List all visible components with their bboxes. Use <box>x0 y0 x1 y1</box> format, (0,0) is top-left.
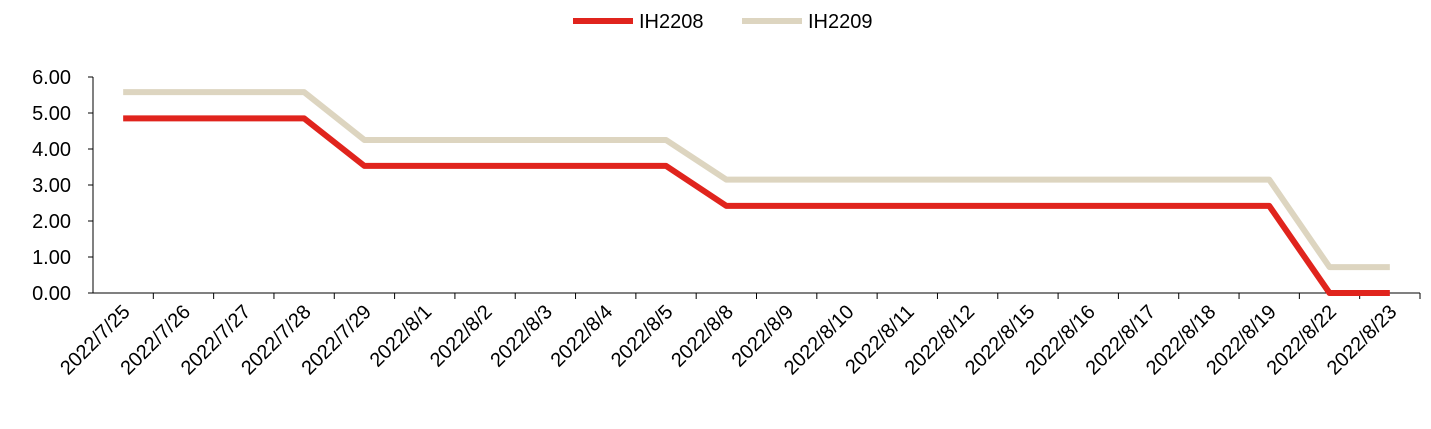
y-tick-label: 2.00 <box>32 211 71 233</box>
line-series <box>123 115 1390 296</box>
legend-label: IH2209 <box>808 11 873 33</box>
y-tick-label: 0.00 <box>32 283 71 305</box>
y-tick-label: 4.00 <box>32 139 71 161</box>
x-tick-label: 2022/8/3 <box>486 301 557 372</box>
x-tick-label: 2022/8/8 <box>667 301 738 372</box>
y-tick-label: 1.00 <box>32 247 71 269</box>
line-series <box>123 89 1390 271</box>
x-tick-label: 2022/8/5 <box>607 301 678 372</box>
x-tick-label: 2022/8/2 <box>426 301 497 372</box>
legend-label: IH2208 <box>639 11 704 33</box>
y-tick-label: 3.00 <box>32 175 71 197</box>
y-tick-label: 5.00 <box>32 103 71 125</box>
x-tick-label: 2022/8/1 <box>366 301 437 372</box>
x-tick-label: 2022/8/4 <box>547 301 618 372</box>
y-tick-label: 6.00 <box>32 67 71 89</box>
